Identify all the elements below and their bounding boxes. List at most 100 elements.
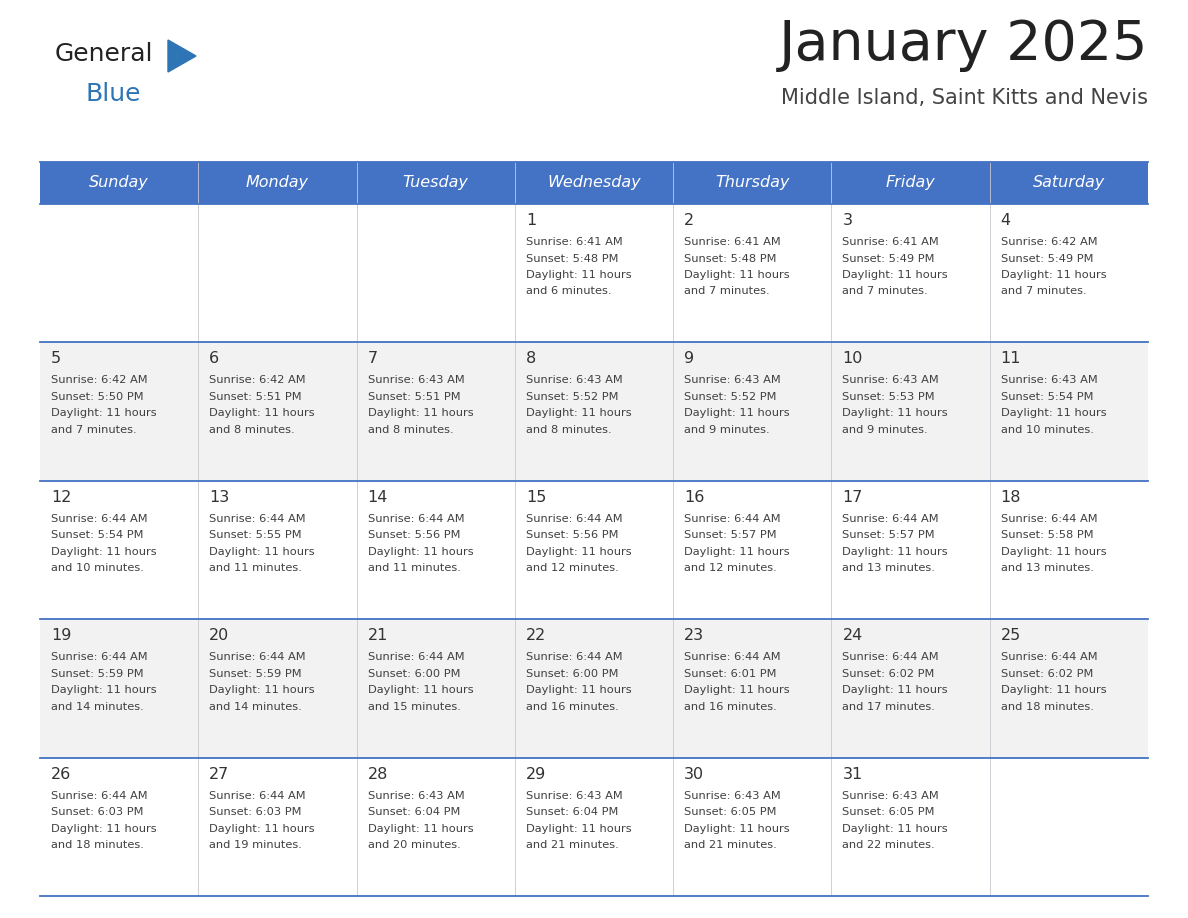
Text: Sunrise: 6:44 AM: Sunrise: 6:44 AM [1000, 514, 1098, 524]
Text: Sunrise: 6:43 AM: Sunrise: 6:43 AM [842, 375, 940, 386]
Text: Sunset: 5:50 PM: Sunset: 5:50 PM [51, 392, 144, 402]
Text: Sunset: 6:05 PM: Sunset: 6:05 PM [842, 807, 935, 817]
Text: 18: 18 [1000, 490, 1022, 505]
Text: Sunset: 5:57 PM: Sunset: 5:57 PM [684, 531, 777, 541]
Text: 27: 27 [209, 767, 229, 781]
Text: and 8 minutes.: and 8 minutes. [367, 425, 453, 435]
Text: Daylight: 11 hours: Daylight: 11 hours [526, 547, 632, 557]
Text: and 12 minutes.: and 12 minutes. [684, 564, 777, 574]
Text: Daylight: 11 hours: Daylight: 11 hours [684, 270, 790, 280]
Text: Monday: Monday [246, 175, 309, 191]
Text: Sunset: 5:48 PM: Sunset: 5:48 PM [526, 253, 619, 263]
Text: Sunset: 5:55 PM: Sunset: 5:55 PM [209, 531, 302, 541]
Text: Sunset: 5:54 PM: Sunset: 5:54 PM [1000, 392, 1093, 402]
Text: Sunset: 6:00 PM: Sunset: 6:00 PM [526, 668, 619, 678]
Text: Sunrise: 6:44 AM: Sunrise: 6:44 AM [367, 652, 465, 662]
Text: Daylight: 11 hours: Daylight: 11 hours [526, 685, 632, 695]
Text: Sunset: 5:58 PM: Sunset: 5:58 PM [1000, 531, 1093, 541]
Text: Daylight: 11 hours: Daylight: 11 hours [367, 409, 473, 419]
Text: and 8 minutes.: and 8 minutes. [526, 425, 612, 435]
Text: and 12 minutes.: and 12 minutes. [526, 564, 619, 574]
Text: 14: 14 [367, 490, 388, 505]
Text: and 19 minutes.: and 19 minutes. [209, 840, 302, 850]
Text: Daylight: 11 hours: Daylight: 11 hours [842, 823, 948, 834]
Text: Saturday: Saturday [1032, 175, 1105, 191]
Text: 2: 2 [684, 213, 694, 228]
Text: 22: 22 [526, 628, 546, 644]
Text: and 22 minutes.: and 22 minutes. [842, 840, 935, 850]
Bar [40, 342, 1148, 481]
Text: Sunset: 6:02 PM: Sunset: 6:02 PM [1000, 668, 1093, 678]
Text: Daylight: 11 hours: Daylight: 11 hours [51, 547, 157, 557]
Text: Daylight: 11 hours: Daylight: 11 hours [209, 823, 315, 834]
Text: 17: 17 [842, 490, 862, 505]
Text: and 14 minutes.: and 14 minutes. [209, 701, 302, 711]
Bar [40, 620, 1148, 757]
Text: Sunset: 5:49 PM: Sunset: 5:49 PM [1000, 253, 1093, 263]
Text: Daylight: 11 hours: Daylight: 11 hours [51, 409, 157, 419]
Text: and 14 minutes.: and 14 minutes. [51, 701, 144, 711]
Text: Daylight: 11 hours: Daylight: 11 hours [209, 685, 315, 695]
Text: 3: 3 [842, 213, 853, 228]
Text: Daylight: 11 hours: Daylight: 11 hours [684, 823, 790, 834]
Text: and 7 minutes.: and 7 minutes. [842, 286, 928, 297]
Text: and 15 minutes.: and 15 minutes. [367, 701, 461, 711]
Text: January 2025: January 2025 [778, 18, 1148, 72]
Text: 7: 7 [367, 352, 378, 366]
Text: Sunset: 6:04 PM: Sunset: 6:04 PM [526, 807, 618, 817]
Text: Daylight: 11 hours: Daylight: 11 hours [526, 823, 632, 834]
Text: Sunset: 5:53 PM: Sunset: 5:53 PM [842, 392, 935, 402]
Text: Sunrise: 6:41 AM: Sunrise: 6:41 AM [684, 237, 781, 247]
Text: Sunrise: 6:43 AM: Sunrise: 6:43 AM [842, 790, 940, 800]
Text: 19: 19 [51, 628, 71, 644]
Text: Sunrise: 6:43 AM: Sunrise: 6:43 AM [1000, 375, 1098, 386]
Text: Sunrise: 6:43 AM: Sunrise: 6:43 AM [367, 790, 465, 800]
Text: 8: 8 [526, 352, 536, 366]
Text: 25: 25 [1000, 628, 1020, 644]
Text: Daylight: 11 hours: Daylight: 11 hours [1000, 270, 1106, 280]
Text: 15: 15 [526, 490, 546, 505]
Text: Sunrise: 6:42 AM: Sunrise: 6:42 AM [1000, 237, 1098, 247]
Text: Daylight: 11 hours: Daylight: 11 hours [842, 685, 948, 695]
Text: Sunset: 5:56 PM: Sunset: 5:56 PM [526, 531, 619, 541]
Text: and 11 minutes.: and 11 minutes. [209, 564, 302, 574]
Text: Sunrise: 6:44 AM: Sunrise: 6:44 AM [526, 652, 623, 662]
Text: 4: 4 [1000, 213, 1011, 228]
Text: Daylight: 11 hours: Daylight: 11 hours [51, 685, 157, 695]
Text: 26: 26 [51, 767, 71, 781]
Text: Sunset: 5:48 PM: Sunset: 5:48 PM [684, 253, 777, 263]
Text: 31: 31 [842, 767, 862, 781]
Text: Sunrise: 6:42 AM: Sunrise: 6:42 AM [51, 375, 147, 386]
Text: and 16 minutes.: and 16 minutes. [684, 701, 777, 711]
Text: and 6 minutes.: and 6 minutes. [526, 286, 612, 297]
Text: Thursday: Thursday [715, 175, 790, 191]
Text: and 10 minutes.: and 10 minutes. [1000, 425, 1094, 435]
Text: Sunrise: 6:42 AM: Sunrise: 6:42 AM [209, 375, 307, 386]
Text: and 13 minutes.: and 13 minutes. [1000, 564, 1094, 574]
Text: Sunset: 5:59 PM: Sunset: 5:59 PM [51, 668, 144, 678]
Text: and 9 minutes.: and 9 minutes. [684, 425, 770, 435]
Text: Daylight: 11 hours: Daylight: 11 hours [842, 409, 948, 419]
Text: Sunrise: 6:44 AM: Sunrise: 6:44 AM [209, 652, 307, 662]
Text: Daylight: 11 hours: Daylight: 11 hours [367, 685, 473, 695]
Text: Sunrise: 6:44 AM: Sunrise: 6:44 AM [842, 652, 939, 662]
Text: Sunrise: 6:44 AM: Sunrise: 6:44 AM [209, 514, 307, 524]
Text: Sunset: 6:05 PM: Sunset: 6:05 PM [684, 807, 777, 817]
Text: and 18 minutes.: and 18 minutes. [1000, 701, 1094, 711]
Text: Sunrise: 6:44 AM: Sunrise: 6:44 AM [684, 652, 781, 662]
Text: Sunrise: 6:44 AM: Sunrise: 6:44 AM [51, 652, 147, 662]
Text: 11: 11 [1000, 352, 1022, 366]
Text: Sunrise: 6:44 AM: Sunrise: 6:44 AM [367, 514, 465, 524]
Text: General: General [55, 42, 153, 66]
Text: Daylight: 11 hours: Daylight: 11 hours [842, 547, 948, 557]
Text: Daylight: 11 hours: Daylight: 11 hours [51, 823, 157, 834]
Text: Daylight: 11 hours: Daylight: 11 hours [209, 547, 315, 557]
Text: 1: 1 [526, 213, 536, 228]
Text: 30: 30 [684, 767, 704, 781]
Text: Daylight: 11 hours: Daylight: 11 hours [526, 270, 632, 280]
Text: Sunrise: 6:43 AM: Sunrise: 6:43 AM [684, 375, 781, 386]
Text: Middle Island, Saint Kitts and Nevis: Middle Island, Saint Kitts and Nevis [781, 88, 1148, 108]
Text: Sunset: 5:56 PM: Sunset: 5:56 PM [367, 531, 460, 541]
Bar [40, 162, 1148, 204]
Text: and 11 minutes.: and 11 minutes. [367, 564, 461, 574]
